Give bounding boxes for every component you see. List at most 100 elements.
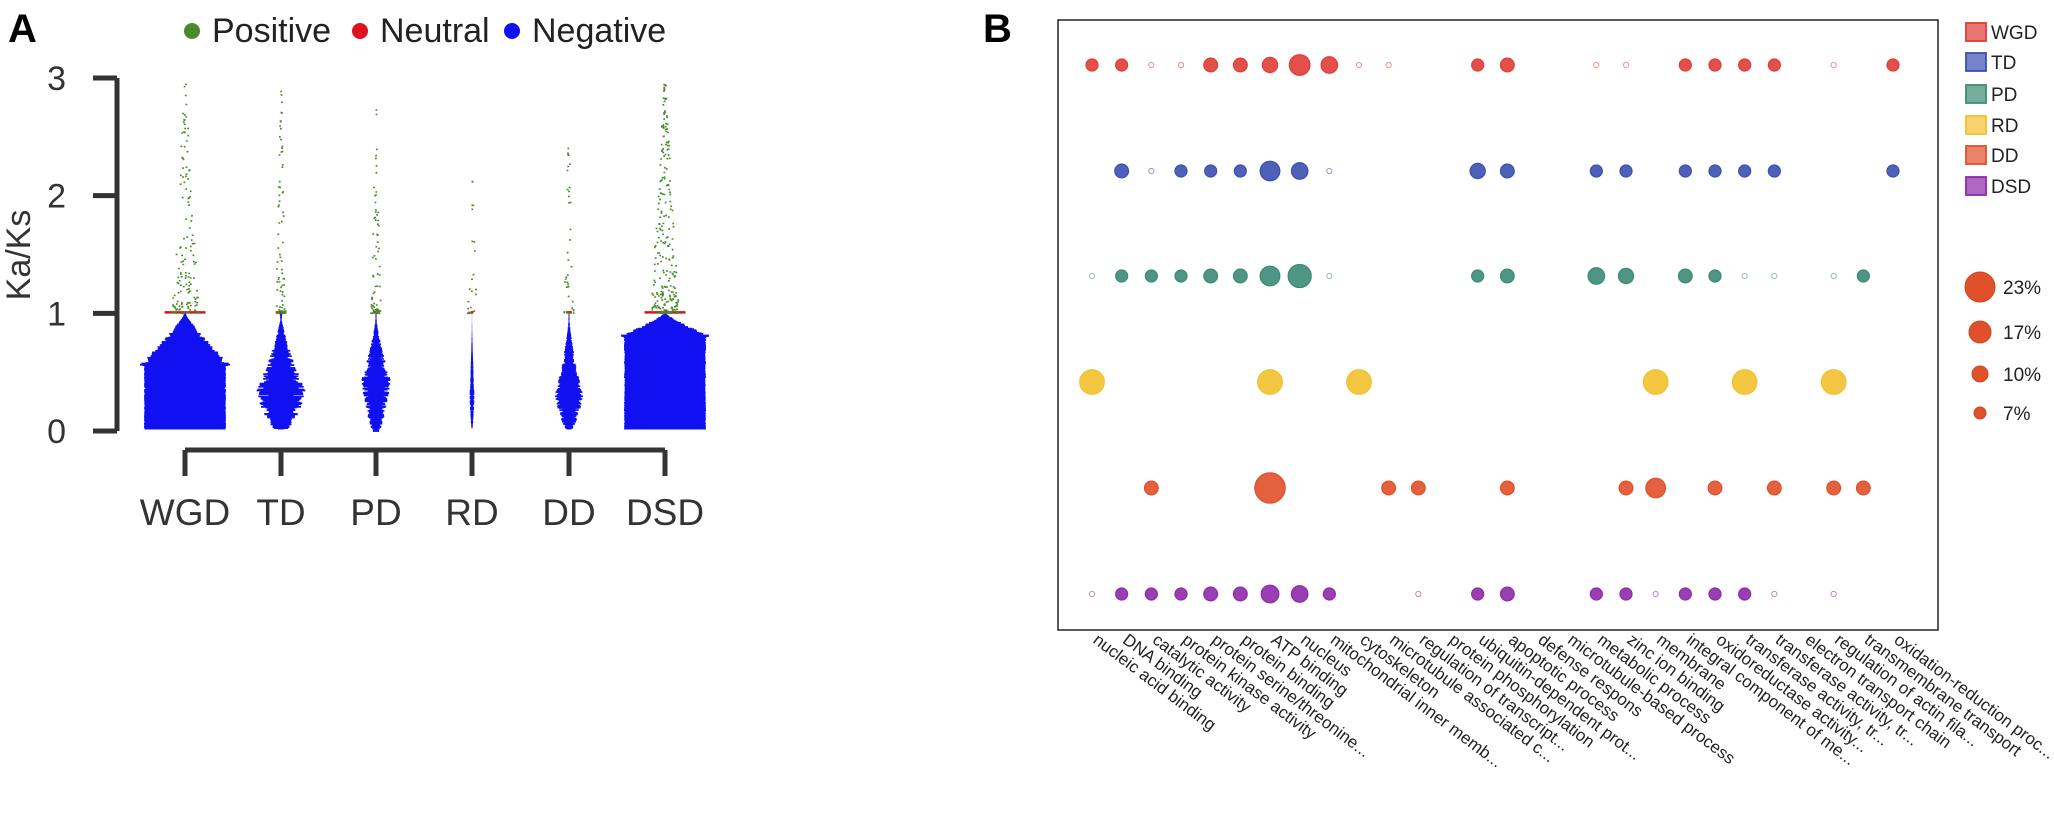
bubble-pd-14 bbox=[1499, 268, 1515, 284]
legend-label-positive: Positive bbox=[212, 12, 331, 50]
bubble-dd-19 bbox=[1645, 477, 1667, 499]
bubble-pd-0 bbox=[1088, 272, 1096, 280]
bubble-td-5 bbox=[1233, 164, 1247, 178]
bubble-pd-17 bbox=[1587, 267, 1606, 285]
bubble-dsd-22 bbox=[1738, 587, 1752, 601]
bubble-dd-26 bbox=[1855, 480, 1871, 496]
bubble-dsd-4 bbox=[1203, 586, 1219, 602]
bubble-dd-23 bbox=[1766, 480, 1782, 496]
y-tick-label-3: 3 bbox=[47, 60, 66, 98]
bubble-dsd-23 bbox=[1771, 590, 1778, 598]
bubble-rd-9 bbox=[1346, 369, 1372, 395]
bubble-dd-10 bbox=[1381, 480, 1397, 496]
bubble-rd-22 bbox=[1731, 369, 1758, 395]
bubble-wgd-18 bbox=[1622, 61, 1630, 69]
bubble-td-7 bbox=[1290, 162, 1309, 180]
x-tick-label-wgd: WGD bbox=[140, 492, 230, 533]
bubble-dsd-6 bbox=[1260, 584, 1280, 604]
legend-marker-positive bbox=[184, 23, 200, 39]
size-legend-label-3: 7% bbox=[2003, 404, 2031, 425]
bubble-pd-26 bbox=[1856, 269, 1870, 283]
x-tick-label-dsd: DSD bbox=[626, 492, 704, 533]
bubble-wgd-5 bbox=[1232, 57, 1248, 73]
bubble-dd-25 bbox=[1826, 480, 1842, 496]
bubble-dsd-17 bbox=[1589, 587, 1603, 601]
legend-swatch-rd bbox=[1965, 115, 1987, 135]
swarm-negative-td bbox=[256, 312, 306, 430]
bubble-td-27 bbox=[1886, 164, 1900, 178]
legend-swatch-pd bbox=[1965, 84, 1987, 104]
swarm-positive-rd bbox=[467, 180, 477, 315]
bubble-wgd-7 bbox=[1288, 54, 1311, 76]
bubble-wgd-23 bbox=[1767, 58, 1781, 72]
size-legend-marker-1 bbox=[1968, 320, 1992, 344]
bubble-dd-11 bbox=[1410, 480, 1426, 496]
bubble-pd-21 bbox=[1708, 269, 1722, 283]
bubble-pd-2 bbox=[1144, 269, 1158, 283]
bubble-dsd-25 bbox=[1830, 590, 1837, 598]
bubble-td-2 bbox=[1148, 167, 1155, 175]
bubble-td-13 bbox=[1469, 162, 1486, 180]
swarm-pd bbox=[361, 109, 391, 432]
bubble-td-17 bbox=[1589, 164, 1603, 178]
bubble-wgd-8 bbox=[1320, 56, 1339, 74]
size-legend-marker-2 bbox=[1971, 365, 1989, 383]
bubble-td-18 bbox=[1619, 164, 1633, 178]
x-tick-label-dd: DD bbox=[542, 492, 595, 533]
size-legend-label-0: 23% bbox=[2003, 278, 2041, 299]
bubble-dd-21 bbox=[1707, 480, 1723, 496]
bubble-pd-22 bbox=[1741, 272, 1748, 280]
legend-label-negative: Negative bbox=[532, 12, 666, 50]
swarm-dsd bbox=[621, 83, 709, 430]
bubble-dsd-19 bbox=[1652, 590, 1659, 598]
bubble-dd-18 bbox=[1618, 480, 1634, 496]
bubble-pd-13 bbox=[1471, 269, 1485, 283]
size-legend-label-2: 10% bbox=[2003, 365, 2041, 386]
bubble-dsd-21 bbox=[1708, 587, 1722, 601]
bubble-wgd-1 bbox=[1115, 58, 1129, 72]
bubble-wgd-22 bbox=[1738, 58, 1752, 72]
bubble-td-20 bbox=[1678, 164, 1692, 178]
swarm-positive-dsd bbox=[651, 83, 679, 315]
x-tick-label-rd: RD bbox=[445, 492, 498, 533]
legend-label-rd: RD bbox=[1991, 116, 2018, 137]
swarm-negative-wgd bbox=[140, 312, 230, 430]
swarm-dd bbox=[555, 147, 583, 430]
panel-a-legend: Positive Neutral Negative bbox=[184, 12, 666, 50]
bubble-dsd-1 bbox=[1115, 587, 1129, 601]
bubble-dsd-3 bbox=[1174, 587, 1188, 601]
swarm-rd bbox=[467, 180, 477, 429]
bubble-rd-19 bbox=[1642, 369, 1669, 395]
legend-marker-neutral bbox=[352, 23, 368, 39]
panel-a-label: A bbox=[8, 7, 37, 51]
swarm-td bbox=[256, 90, 306, 430]
bubble-dsd-11 bbox=[1415, 590, 1422, 598]
bubble-row-dd bbox=[1143, 472, 1871, 504]
legend-swatch-wgd bbox=[1965, 22, 1987, 42]
y-tick-label-0: 0 bbox=[47, 413, 66, 451]
swarm-wgd bbox=[140, 83, 230, 430]
bubble-row-dsd bbox=[1088, 584, 1837, 604]
bubble-dsd-20 bbox=[1678, 587, 1692, 601]
panel-b-legend: WGD TD PD RD DD DSD 23% 17% 10% 7% bbox=[1964, 22, 2041, 425]
swarm-positive-td bbox=[275, 90, 287, 315]
swarm-positive-wgd bbox=[170, 83, 200, 315]
swarm-negative-dd bbox=[555, 312, 583, 430]
legend-label-dsd: DSD bbox=[1991, 177, 2031, 198]
bubble-dsd-2 bbox=[1144, 587, 1158, 601]
bubble-pd-8 bbox=[1326, 272, 1333, 280]
swarm-negative-dsd bbox=[621, 312, 709, 430]
bubble-td-4 bbox=[1204, 164, 1218, 178]
bubble-dsd-7 bbox=[1290, 585, 1309, 603]
bubble-pd-4 bbox=[1203, 268, 1219, 284]
bubble-td-14 bbox=[1499, 163, 1515, 179]
bubble-rd-25 bbox=[1820, 369, 1847, 395]
legend-label-wgd: WGD bbox=[1991, 23, 2037, 44]
bubble-td-23 bbox=[1767, 164, 1781, 178]
size-legend-marker-3 bbox=[1973, 406, 1987, 420]
bubble-dsd-14 bbox=[1499, 586, 1515, 602]
y-axis-label: Ka/Ks bbox=[0, 210, 38, 301]
bubble-dsd-0 bbox=[1088, 590, 1096, 598]
legend-swatch-td bbox=[1965, 52, 1987, 72]
